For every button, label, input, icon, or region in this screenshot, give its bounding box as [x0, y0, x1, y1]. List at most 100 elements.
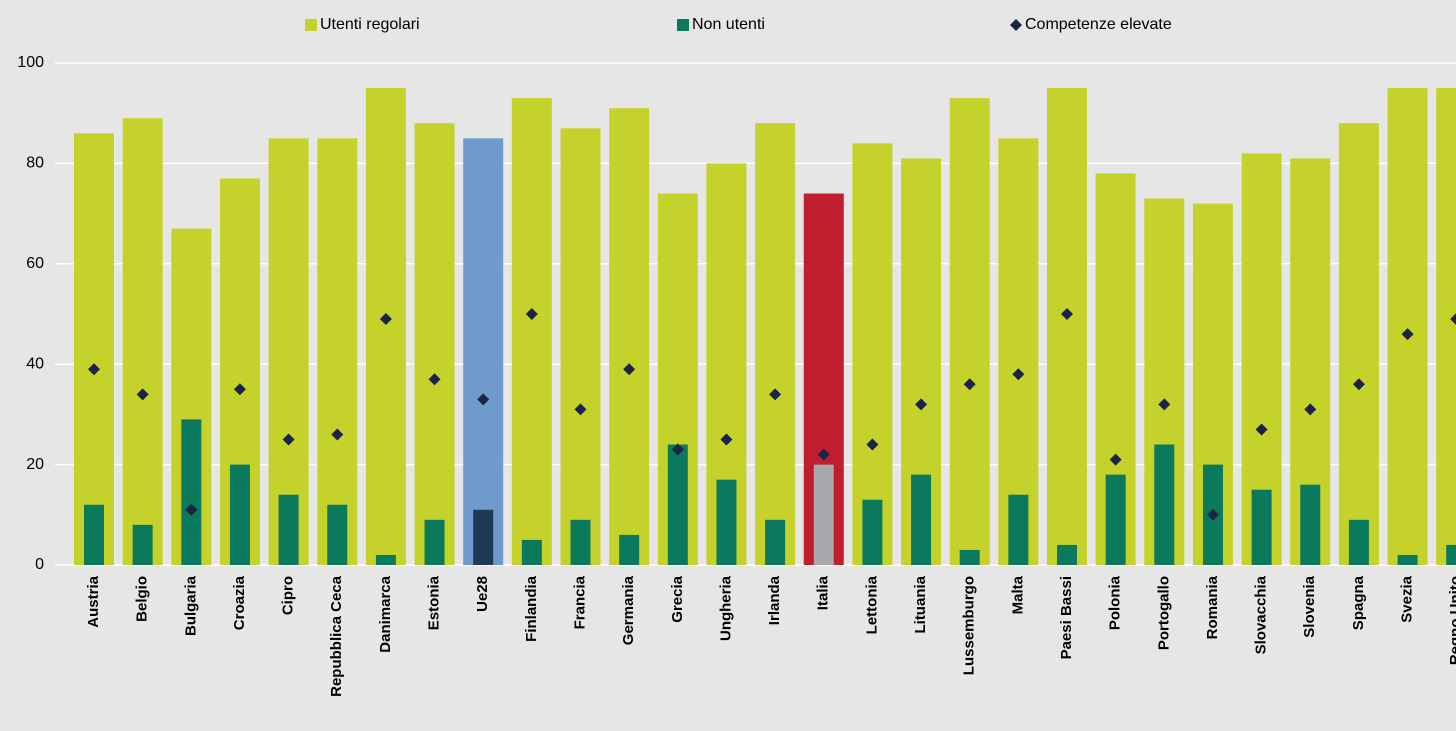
bar — [1397, 554, 1418, 565]
x-tick-label: Ue28 — [474, 576, 491, 612]
bar — [609, 108, 650, 566]
bar — [1446, 544, 1456, 565]
y-tick-label: 80 — [26, 155, 44, 172]
marker — [720, 433, 733, 446]
x-tick-label: Estonia — [426, 575, 443, 630]
legend-label: Competenze elevate — [1025, 16, 1172, 33]
marker — [915, 398, 928, 411]
marker — [136, 388, 149, 401]
bar — [375, 554, 396, 565]
bar — [667, 444, 688, 565]
bar — [1300, 484, 1321, 565]
marker — [233, 383, 246, 396]
marker — [1158, 398, 1171, 411]
y-tick-label: 0 — [35, 556, 44, 573]
bar — [181, 419, 202, 565]
x-tick-label: Spagna — [1350, 575, 1367, 630]
marker — [185, 503, 198, 516]
legend-marker — [1010, 19, 1022, 31]
x-tick-label: Lituania — [912, 575, 929, 633]
marker — [477, 393, 490, 406]
y-tick-label: 20 — [26, 456, 44, 473]
x-tick-label: Polonia — [1107, 575, 1124, 630]
bar — [473, 509, 494, 565]
bar — [1105, 474, 1126, 565]
marker — [1401, 328, 1414, 341]
bar — [998, 138, 1039, 566]
legend-label: Non utenti — [692, 16, 765, 33]
marker — [88, 363, 100, 376]
marker — [1450, 313, 1456, 325]
x-tick-label: Paesi Bassi — [1058, 576, 1075, 659]
bar — [84, 504, 104, 565]
x-tick-label: Romania — [1204, 575, 1221, 639]
bar — [911, 474, 932, 565]
bar — [317, 138, 358, 566]
bar — [424, 519, 445, 565]
bar — [959, 549, 980, 565]
y-tick-label: 60 — [26, 255, 44, 272]
x-tick-label: Lettonia — [863, 575, 880, 634]
bar — [755, 123, 796, 566]
x-tick-label: Belgio — [134, 576, 151, 622]
x-tick-label: Regno Unito — [1447, 576, 1456, 665]
bar — [1008, 494, 1029, 565]
bar — [862, 499, 883, 565]
marker — [428, 373, 441, 386]
x-tick-label: Austria — [85, 575, 102, 627]
marker — [866, 438, 879, 451]
marker — [963, 378, 976, 391]
legend-marker — [305, 19, 317, 31]
marker — [1012, 368, 1025, 381]
bar — [852, 143, 893, 565]
x-tick-label: Lussemburgo — [961, 576, 978, 675]
bar — [1251, 489, 1272, 565]
marker — [574, 403, 587, 416]
x-tick-label: Germania — [620, 575, 637, 645]
marker — [1206, 508, 1219, 521]
bar — [74, 133, 114, 565]
bar — [122, 118, 163, 565]
bar — [463, 138, 504, 566]
bar — [327, 504, 348, 565]
x-tick-label: Grecia — [669, 575, 686, 622]
x-tick-label: Bulgaria — [182, 575, 199, 636]
x-tick-label: Slovacchia — [1253, 575, 1270, 654]
bar — [1338, 123, 1379, 566]
bar — [765, 519, 786, 565]
marker — [1352, 378, 1365, 391]
marker — [817, 448, 830, 461]
x-tick-label: Ungheria — [717, 575, 734, 641]
bar — [1387, 88, 1428, 565]
x-tick-label: Malta — [1009, 575, 1026, 614]
x-tick-label: Croazia — [231, 575, 248, 630]
x-tick-label: Portogallo — [1155, 576, 1172, 650]
y-tick-label: 40 — [26, 355, 44, 372]
bar — [229, 464, 250, 565]
bar — [813, 464, 834, 565]
marker — [1255, 423, 1268, 436]
x-tick-label: Cipro — [280, 576, 297, 615]
x-tick-label: Slovenia — [1301, 575, 1318, 637]
bar — [716, 479, 737, 565]
marker — [623, 363, 636, 376]
bar — [365, 88, 406, 565]
x-tick-label: Italia — [815, 575, 832, 610]
bar — [1348, 519, 1369, 565]
marker — [1109, 453, 1122, 466]
bar — [1047, 88, 1087, 565]
marker — [331, 428, 344, 441]
x-tick-label: Danimarca — [377, 575, 394, 652]
bar — [268, 138, 309, 566]
marker — [282, 433, 295, 446]
x-tick-label: Finlandia — [523, 575, 540, 641]
marker — [525, 308, 538, 320]
bar — [521, 539, 542, 565]
bar — [949, 98, 990, 565]
bar — [414, 123, 455, 566]
bar — [1057, 544, 1077, 565]
bar — [132, 524, 153, 565]
marker — [1061, 308, 1073, 320]
marker — [769, 388, 782, 401]
